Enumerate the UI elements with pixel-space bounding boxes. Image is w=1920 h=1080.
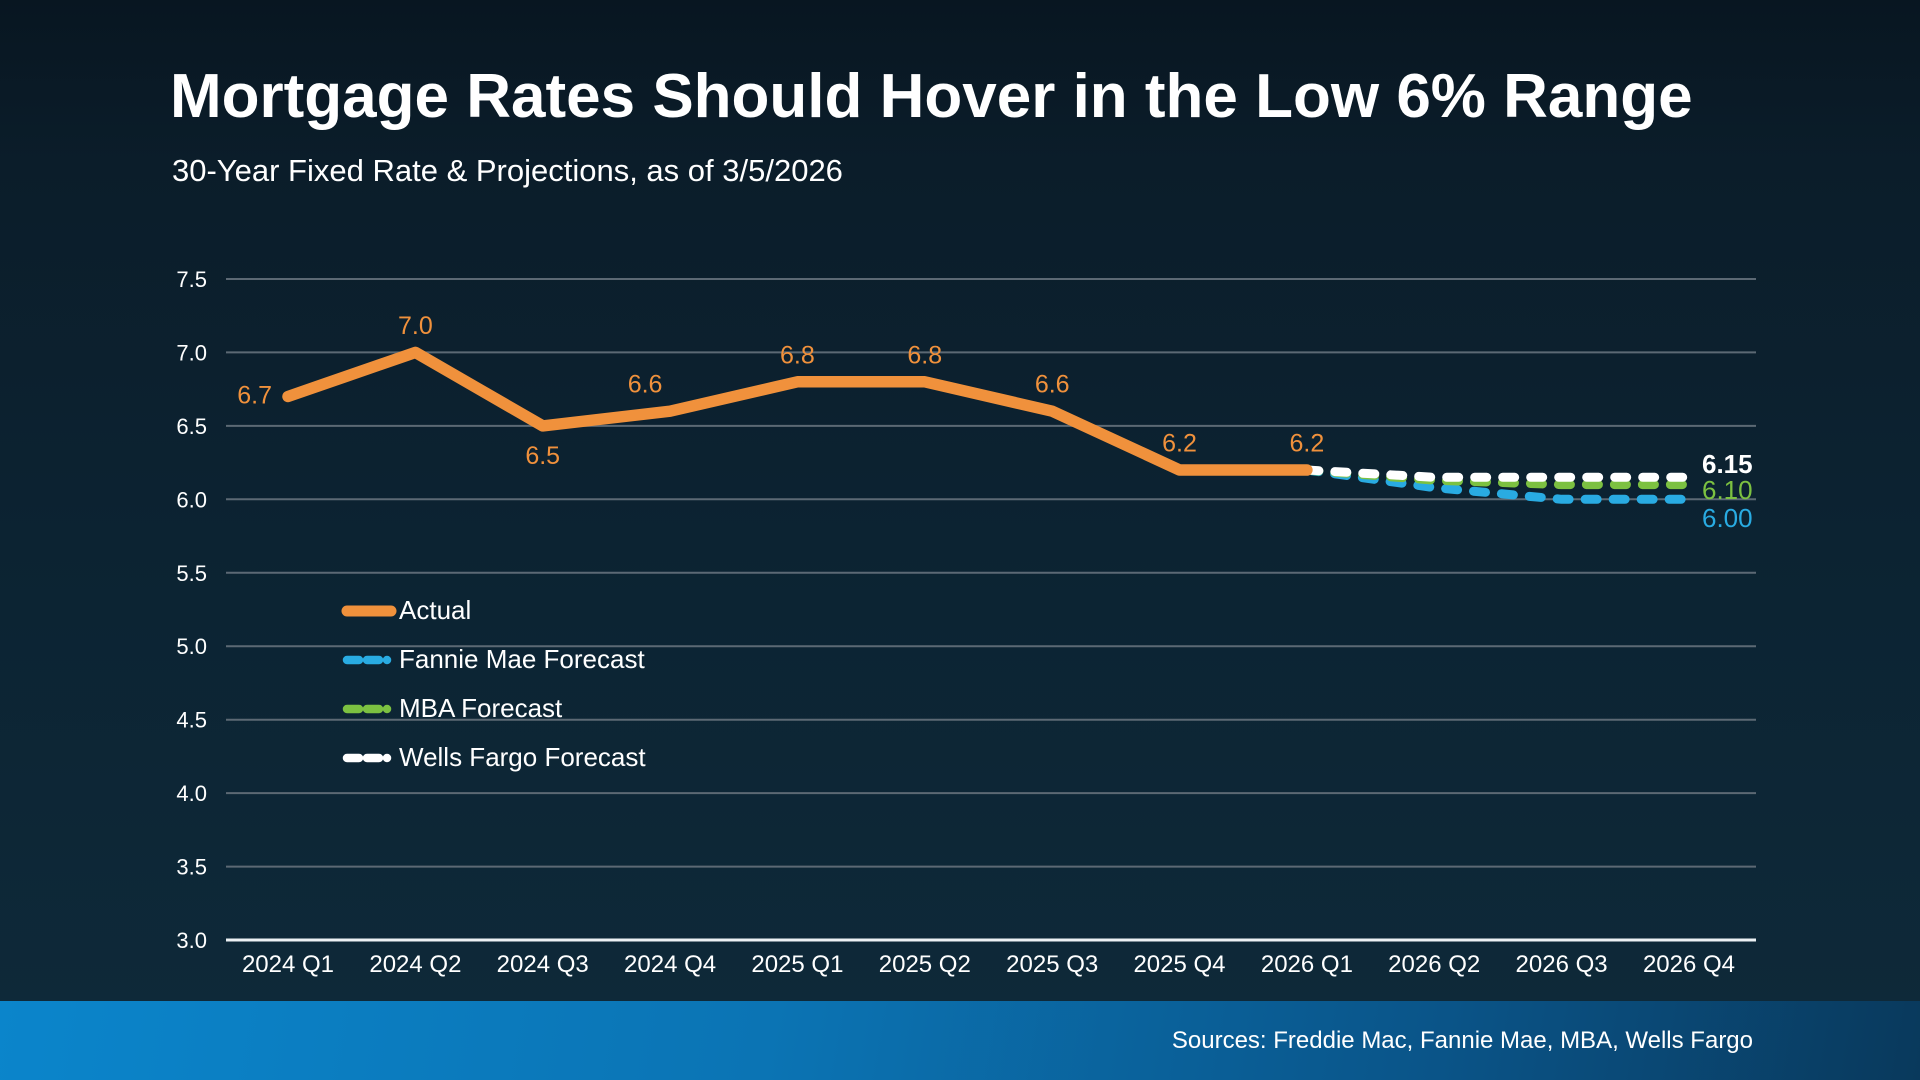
y-tick-label: 6.5 bbox=[176, 414, 207, 439]
legend-item-label: MBA Forecast bbox=[399, 693, 563, 723]
y-tick-label: 6.0 bbox=[176, 487, 207, 512]
point-value-label: 6.2 bbox=[1290, 430, 1325, 458]
point-value-label: 6.2 bbox=[1162, 430, 1197, 458]
point-value-label: 6.5 bbox=[525, 442, 560, 470]
y-tick-label: 5.0 bbox=[176, 634, 207, 659]
legend-item-label: Wells Fargo Forecast bbox=[399, 742, 646, 772]
page-title: Mortgage Rates Should Hover in the Low 6… bbox=[170, 62, 1693, 131]
fannie-mae-dashed-line-swatch-icon bbox=[342, 655, 396, 664]
sources-text: Sources: Freddie Mac, Fannie Mae, MBA, W… bbox=[1171, 1026, 1753, 1054]
forecast-end-label-mba-forecast: 6.10 bbox=[1702, 475, 1753, 505]
point-value-label: 6.6 bbox=[628, 371, 663, 399]
x-tick-label: 2026 Q2 bbox=[1388, 951, 1480, 978]
legend-item-label: Actual bbox=[399, 595, 472, 625]
point-value-label: 6.8 bbox=[907, 341, 942, 369]
legend-item-wells-fargo-forecast: Wells Fargo Forecast bbox=[341, 733, 646, 782]
y-tick-label: 3.5 bbox=[176, 855, 207, 880]
point-value-label: 7.0 bbox=[398, 312, 433, 340]
actual-solid-line-swatch-icon bbox=[341, 605, 397, 616]
page-subtitle: 30-Year Fixed Rate & Projections, as of … bbox=[172, 153, 843, 188]
series-line-wells-fargo-forecast bbox=[1302, 465, 1694, 482]
y-tick-label: 7.5 bbox=[176, 267, 207, 292]
x-tick-label: 2024 Q2 bbox=[369, 951, 461, 978]
y-tick-label: 3.0 bbox=[176, 928, 207, 953]
legend-item-label: Fannie Mae Forecast bbox=[399, 644, 645, 674]
x-tick-label: 2025 Q4 bbox=[1133, 951, 1225, 978]
y-tick-label: 5.5 bbox=[176, 561, 207, 586]
y-tick-label: 4.0 bbox=[176, 781, 207, 806]
legend-item-actual: Actual bbox=[341, 586, 646, 635]
x-tick-label: 2026 Q4 bbox=[1643, 951, 1735, 978]
point-value-label: 6.8 bbox=[780, 341, 815, 369]
x-tick-label: 2024 Q4 bbox=[624, 951, 716, 978]
forecast-end-label-wells-fargo-forecast: 6.15 bbox=[1702, 449, 1753, 479]
legend-item-mba-forecast: MBA Forecast bbox=[341, 684, 646, 733]
point-value-label: 6.6 bbox=[1035, 371, 1070, 399]
x-tick-label: 2025 Q3 bbox=[1006, 951, 1098, 978]
x-tick-label: 2024 Q1 bbox=[242, 951, 334, 978]
point-value-label: 6.7 bbox=[237, 382, 272, 410]
footer-bar: Sources: Freddie Mac, Fannie Mae, MBA, W… bbox=[0, 1001, 1920, 1080]
x-tick-label: 2026 Q1 bbox=[1261, 951, 1353, 978]
chart-legend: Actual Fannie Mae Forecast MBA Forecast … bbox=[341, 586, 646, 782]
x-tick-label: 2025 Q1 bbox=[751, 951, 843, 978]
forecast-end-label-fannie-mae-forecast: 6.00 bbox=[1702, 503, 1753, 533]
x-tick-label: 2026 Q3 bbox=[1516, 951, 1608, 978]
legend-item-fannie-mae-forecast: Fannie Mae Forecast bbox=[341, 635, 646, 684]
y-tick-label: 7.0 bbox=[176, 340, 207, 365]
mba-dashed-line-swatch-icon bbox=[342, 704, 396, 713]
y-tick-label: 4.5 bbox=[176, 708, 207, 733]
x-tick-label: 2024 Q3 bbox=[497, 951, 589, 978]
x-tick-label: 2025 Q2 bbox=[879, 951, 971, 978]
wells-fargo-dashed-line-swatch-icon bbox=[342, 753, 396, 762]
series-line-actual bbox=[282, 346, 1313, 476]
